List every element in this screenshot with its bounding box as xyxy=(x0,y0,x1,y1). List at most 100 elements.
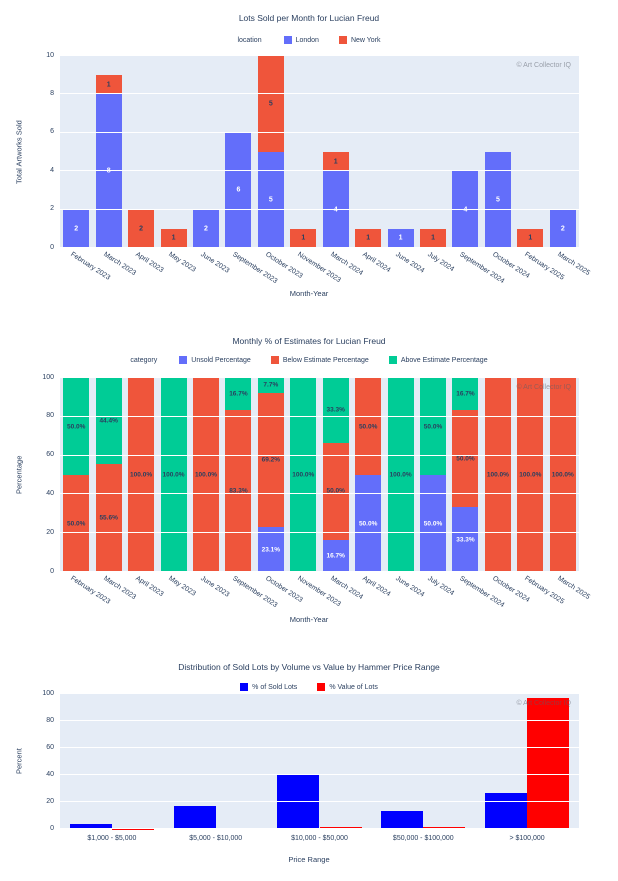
bar-of-sold-lots[interactable] xyxy=(381,811,424,829)
bar-segment-below-estimate-percentage[interactable] xyxy=(452,410,479,508)
legend-item-of-sold-lots[interactable]: % of Sold Lots xyxy=(240,683,297,691)
chart-monthly-estimates: Monthly % of Estimates for Lucian Freud … xyxy=(0,330,618,656)
watermark: © Art Collector IQ xyxy=(516,700,571,707)
y-tick-label: 8 xyxy=(50,89,54,97)
bar-segment-below-estimate-percentage[interactable] xyxy=(517,378,544,572)
bar-segment-above-estimate-percentage[interactable] xyxy=(322,378,349,443)
bar-segment-below-estimate-percentage[interactable] xyxy=(225,410,252,572)
bar-segment-below-estimate-percentage[interactable] xyxy=(192,378,219,572)
bar-segment-unsold-percentage[interactable] xyxy=(257,527,284,572)
legend-item-london[interactable]: London xyxy=(283,36,319,44)
bar-segment-new-york[interactable] xyxy=(517,228,544,248)
bar-segment-below-estimate-percentage[interactable] xyxy=(257,392,284,528)
bar-segment-above-estimate-percentage[interactable] xyxy=(95,378,122,465)
bar-of-sold-lots[interactable] xyxy=(173,806,216,829)
bar-segment-london[interactable] xyxy=(225,132,252,248)
bar-segment-below-estimate-percentage[interactable] xyxy=(355,378,382,475)
bar-segment-unsold-percentage[interactable] xyxy=(322,539,349,572)
x-axis-title: Price Range xyxy=(288,855,330,864)
y-tick-label: 0 xyxy=(50,243,54,251)
x-tick-label: $5,000 - $10,000 xyxy=(189,835,243,842)
bar-segment-above-estimate-percentage[interactable] xyxy=(257,378,284,393)
bar-segment-new-york[interactable] xyxy=(128,209,155,248)
y-tick-label: 100 xyxy=(42,689,54,697)
plot-area: © Art Collector IQ 50.0% 50.0% 55.6% 44.4% 1… xyxy=(60,377,579,572)
bar-segment-below-estimate-percentage[interactable] xyxy=(63,475,90,572)
bar-segment-below-estimate-percentage[interactable] xyxy=(128,378,155,572)
y-tick-label: 80 xyxy=(46,412,54,420)
bar-segment-above-estimate-percentage[interactable] xyxy=(225,378,252,411)
gridline xyxy=(60,532,579,534)
bar-value-label: 8 xyxy=(106,167,111,175)
bar-segment-london[interactable] xyxy=(257,152,284,248)
bar-segment-london[interactable] xyxy=(387,228,414,248)
bar-value-label: 50.0% xyxy=(326,487,345,495)
bar-segment-new-york[interactable] xyxy=(355,228,382,248)
bar-segment-below-estimate-percentage[interactable] xyxy=(484,378,511,572)
bar-value-label: 16.7% xyxy=(229,390,248,398)
gridline xyxy=(60,720,579,721)
x-tick-label: April 2024 xyxy=(361,251,392,275)
bar-value-label: 1 xyxy=(106,81,111,89)
bar-segment-new-york[interactable] xyxy=(160,228,187,248)
bar-value-label: 50.0% xyxy=(423,520,443,527)
bar-segment-london[interactable] xyxy=(63,209,90,248)
bar-segment-new-york[interactable] xyxy=(257,56,284,152)
legend-item-unsold-percentage[interactable]: Unsold Percentage xyxy=(179,356,251,364)
bar-of-sold-lots[interactable] xyxy=(277,775,320,829)
bar-value-label: 100.0% xyxy=(292,471,315,479)
gridline xyxy=(60,93,579,95)
chart-title: Distribution of Sold Lots by Volume vs V… xyxy=(178,662,440,672)
legend-item-new-york[interactable]: New York xyxy=(338,36,381,44)
bar-segment-unsold-percentage[interactable] xyxy=(420,475,447,572)
y-axis-title: Percentage xyxy=(14,455,24,495)
gridline xyxy=(60,208,579,210)
legend-swatch-icon xyxy=(388,356,397,364)
bar-segment-above-estimate-percentage[interactable] xyxy=(452,378,479,411)
bar-segment-new-york[interactable] xyxy=(95,75,122,95)
bar-value-of-lots[interactable] xyxy=(527,698,570,829)
bar-value-label: 50.0% xyxy=(423,423,443,430)
legend-swatch-icon xyxy=(240,683,249,691)
legend-item-below-estimate-percentage[interactable]: Below Estimate Percentage xyxy=(270,356,369,364)
bar-value-label: 1 xyxy=(528,234,533,242)
bar-segment-below-estimate-percentage[interactable] xyxy=(95,464,122,572)
bar-value-label: 100.0% xyxy=(389,471,412,479)
legend-item-above-estimate-percentage[interactable]: Above Estimate Percentage xyxy=(388,356,488,364)
y-tick-label: 40 xyxy=(46,770,54,778)
bar-segment-unsold-percentage[interactable] xyxy=(452,507,479,572)
bar-segment-london[interactable] xyxy=(484,152,511,248)
legend-swatch-icon xyxy=(317,683,326,691)
bar-segment-below-estimate-percentage[interactable] xyxy=(549,378,576,572)
bar-segment-new-york[interactable] xyxy=(420,228,447,248)
x-tick-label: July 2024 xyxy=(426,251,456,274)
gridline xyxy=(60,170,579,172)
bar-value-of-lots[interactable] xyxy=(423,826,466,829)
bar-segment-above-estimate-percentage[interactable] xyxy=(387,378,414,572)
bar-segment-above-estimate-percentage[interactable] xyxy=(290,378,317,572)
legend-label: New York xyxy=(350,36,381,44)
gridline xyxy=(60,454,579,456)
bar-of-sold-lots[interactable] xyxy=(69,823,112,829)
bar-segment-below-estimate-percentage[interactable] xyxy=(322,442,349,540)
bar-segment-london[interactable] xyxy=(549,209,576,248)
bar-segment-unsold-percentage[interactable] xyxy=(355,475,382,572)
y-tick-label: 60 xyxy=(46,451,54,459)
bar-value-label: 33.3% xyxy=(456,536,475,544)
bar-value-label: 1 xyxy=(431,234,435,242)
bar-segment-above-estimate-percentage[interactable] xyxy=(420,378,447,475)
bar-segment-new-york[interactable] xyxy=(290,228,317,248)
y-tick-label: 60 xyxy=(46,743,54,751)
legend-item-value-of-lots[interactable]: % Value of Lots xyxy=(317,683,378,691)
bar-segment-above-estimate-percentage[interactable] xyxy=(160,378,187,572)
bar-value-label: 100.0% xyxy=(130,471,153,479)
bar-segment-london[interactable] xyxy=(95,94,122,248)
bar-segment-above-estimate-percentage[interactable] xyxy=(63,378,90,475)
gridline xyxy=(60,801,579,802)
bar-segment-london[interactable] xyxy=(192,209,219,248)
bar-of-sold-lots[interactable] xyxy=(485,792,528,829)
gridline xyxy=(60,571,579,572)
legend-title: category xyxy=(130,356,158,364)
bar-segment-new-york[interactable] xyxy=(322,152,349,172)
plot-area: © Art Collector IQ 2 8 1 2 1 2 6 5 5 1 4 1 1 1 1 4 5 1 2 xyxy=(60,55,579,248)
